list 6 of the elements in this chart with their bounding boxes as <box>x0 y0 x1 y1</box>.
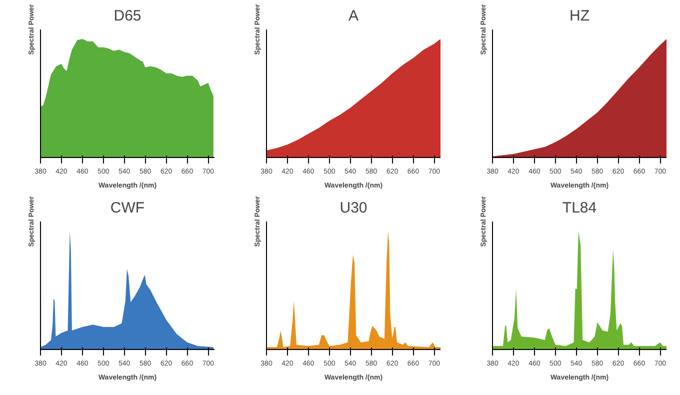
chart-title: CWF <box>110 200 145 216</box>
chart-title: HZ <box>570 8 590 24</box>
chart-title: A <box>348 8 359 24</box>
chart-title: D65 <box>114 8 142 24</box>
chart-title: TL84 <box>562 200 597 216</box>
chart-title: U30 <box>340 200 368 216</box>
